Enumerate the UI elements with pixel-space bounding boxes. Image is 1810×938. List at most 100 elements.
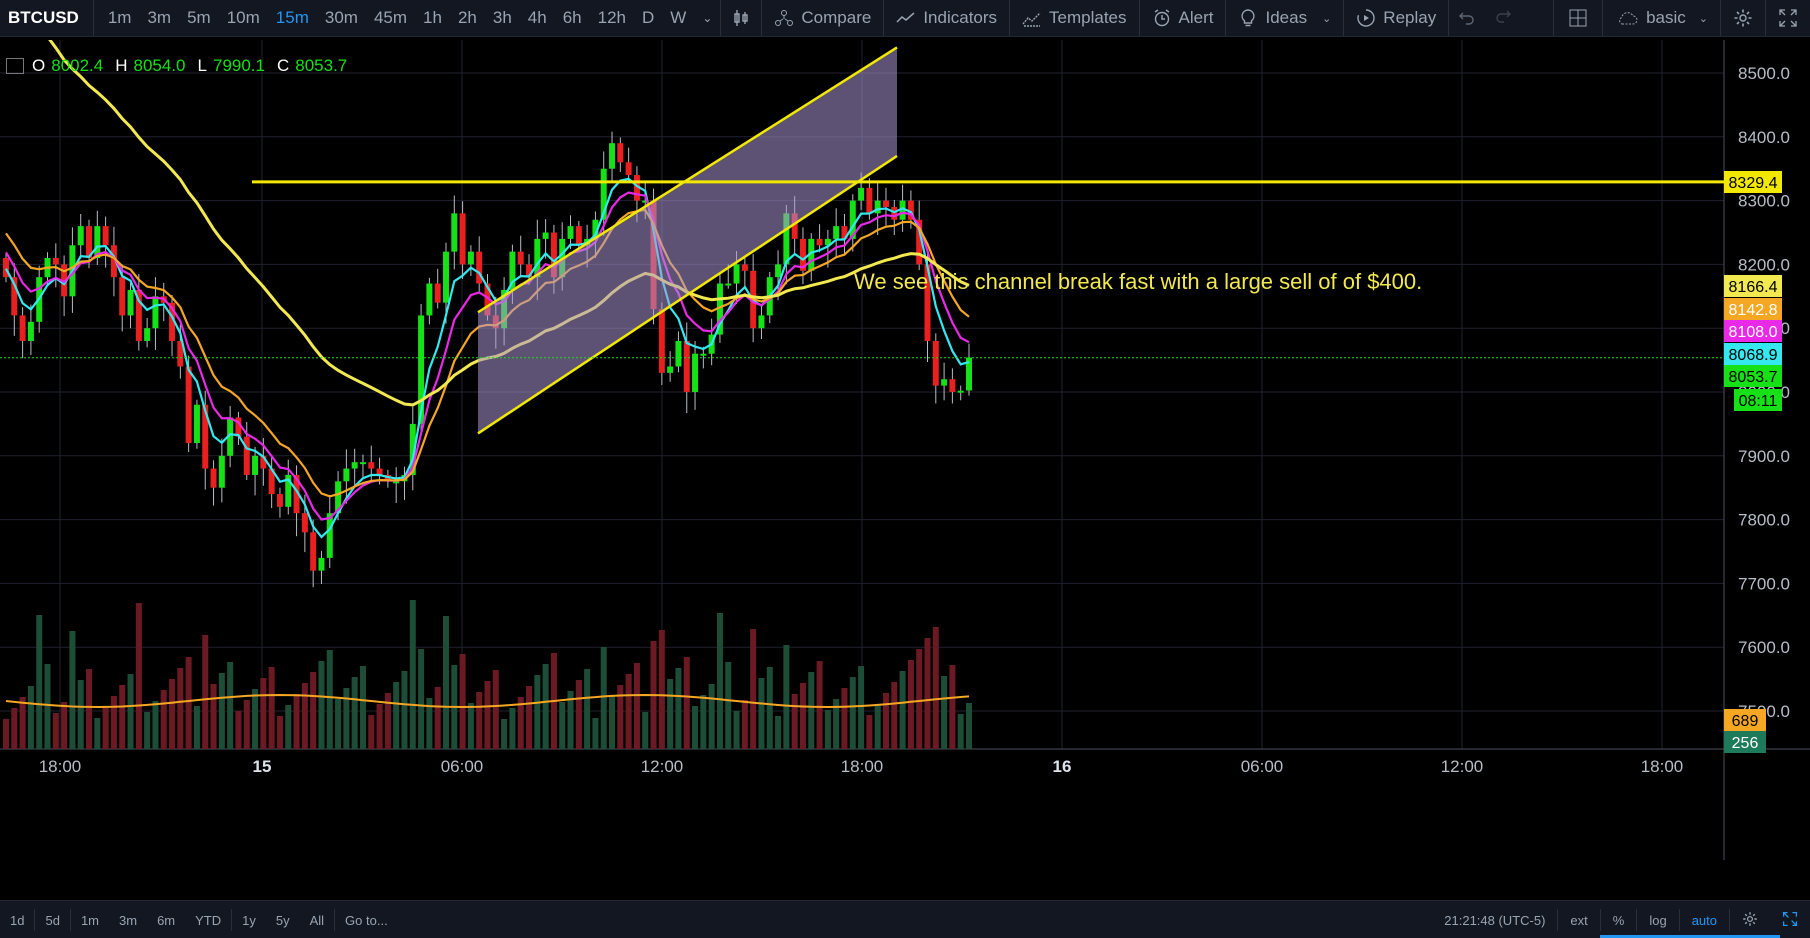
volume-bar: [210, 684, 217, 749]
goto-button[interactable]: Go to...: [345, 912, 388, 928]
range-ytd[interactable]: YTD: [195, 912, 222, 928]
chart-style-button[interactable]: [720, 0, 761, 36]
range-all[interactable]: All: [309, 912, 325, 928]
candle-body: [592, 219, 599, 239]
volume-bar: [559, 702, 566, 749]
alert-button[interactable]: Alert: [1138, 0, 1226, 36]
templates-button[interactable]: Templates: [1009, 0, 1138, 36]
candle-body: [899, 200, 906, 220]
range-1y[interactable]: 1y: [242, 912, 256, 928]
interval-1h[interactable]: 1h: [423, 8, 442, 27]
log-toggle[interactable]: log: [1649, 912, 1667, 928]
price-chart[interactable]: 18:00 15 06:00 12:00 18:00 16 06:00 12:00 18:00 8…: [0, 40, 1810, 900]
volume-bar: [758, 678, 765, 749]
redo-button[interactable]: [1485, 6, 1521, 31]
volume-bar: [152, 701, 159, 749]
candle-body: [227, 417, 234, 456]
volume-bar: [160, 690, 167, 749]
candle-body: [816, 238, 823, 246]
candle-body: [966, 357, 972, 391]
volume-bar: [343, 688, 350, 749]
candle-body: [343, 468, 350, 482]
candle-body: [119, 277, 126, 316]
time-axis-label: 18:00: [841, 757, 884, 776]
auto-toggle[interactable]: auto: [1691, 912, 1717, 928]
interval-6h[interactable]: 6h: [562, 8, 582, 27]
volume-bar: [692, 706, 699, 749]
interval-45m[interactable]: 45m: [373, 8, 408, 27]
volume-label: 256: [1732, 735, 1759, 752]
price-label-bg: [1724, 320, 1782, 342]
fullscreen-button[interactable]: [1765, 0, 1810, 36]
interval-w[interactable]: W: [670, 8, 687, 27]
interval-d[interactable]: D: [642, 8, 655, 27]
gear-icon: [1734, 9, 1752, 27]
maximize-button[interactable]: [1770, 911, 1810, 930]
volume-bar: [683, 657, 690, 749]
candle-body: [575, 226, 582, 246]
symbol-search[interactable]: BTCUSD: [0, 0, 94, 36]
candle-body: [808, 238, 815, 271]
volume-bar: [808, 672, 815, 749]
volume-bar: [61, 702, 68, 749]
layout-save-button[interactable]: basic ⌄: [1602, 0, 1720, 36]
range-6m[interactable]: 6m: [157, 912, 176, 928]
volume-bar: [310, 672, 317, 749]
undo-button[interactable]: [1448, 0, 1485, 36]
interval-3m[interactable]: 3m: [147, 8, 172, 27]
ohlc-legend: O 8002.4 H 8054.0 L 7990.1 C 8053.7: [6, 56, 353, 76]
candle-body: [418, 315, 425, 424]
high-label: H: [115, 56, 128, 75]
volume-bar: [260, 678, 267, 749]
volume-bar: [252, 689, 259, 749]
axis-settings-button[interactable]: [1730, 911, 1770, 930]
collapse-icon[interactable]: [6, 58, 24, 74]
interval-10m[interactable]: 10m: [226, 8, 260, 27]
ext-toggle[interactable]: ext: [1570, 912, 1588, 928]
layout-grid-button[interactable]: [1553, 0, 1602, 36]
volume-bar: [700, 695, 707, 749]
volume-bar: [600, 647, 607, 749]
indicators-button[interactable]: Indicators: [883, 0, 1009, 36]
interval-15m[interactable]: 15m: [275, 8, 309, 27]
candle-body: [77, 226, 84, 246]
volume-bar: [542, 664, 549, 749]
interval-5m[interactable]: 5m: [187, 8, 211, 27]
volume-bar: [467, 703, 474, 749]
candle-body: [451, 213, 458, 252]
replay-button[interactable]: Replay: [1343, 0, 1448, 36]
indicators-icon: [896, 12, 915, 23]
close-label: C: [276, 56, 290, 75]
price-label-bg: [1724, 343, 1782, 365]
candle-body: [318, 557, 325, 571]
price-label: 08:11: [1739, 393, 1778, 410]
range-3m[interactable]: 3m: [119, 912, 138, 928]
interval-2h[interactable]: 2h: [457, 8, 477, 27]
volume-bar: [19, 697, 26, 749]
candle-body: [866, 187, 873, 214]
low-value: 7990.1: [212, 56, 265, 75]
range-1m[interactable]: 1m: [80, 912, 99, 928]
cloud-icon: [1619, 12, 1638, 25]
volume-bar: [658, 630, 665, 749]
candle-body: [94, 226, 101, 259]
interval-12h[interactable]: 12h: [597, 8, 627, 27]
ideas-button[interactable]: Ideas ⌄: [1225, 0, 1343, 36]
interval-4h[interactable]: 4h: [527, 8, 547, 27]
volume-bar: [193, 706, 200, 749]
interval-1m[interactable]: 1m: [107, 8, 132, 27]
candle-body: [442, 251, 449, 303]
chevron-down-icon[interactable]: ⌄: [702, 11, 713, 25]
candle-body: [210, 468, 217, 488]
volume-bar: [393, 682, 400, 749]
candle-body: [550, 232, 557, 278]
settings-button[interactable]: [1720, 0, 1765, 36]
range-5d[interactable]: 5d: [45, 912, 60, 928]
range-1d[interactable]: 1d: [10, 912, 25, 928]
interval-30m[interactable]: 30m: [324, 8, 358, 27]
percent-toggle[interactable]: %: [1612, 912, 1625, 928]
interval-3h[interactable]: 3h: [492, 8, 512, 27]
range-5y[interactable]: 5y: [275, 912, 290, 928]
compare-button[interactable]: Compare: [761, 0, 883, 36]
scroll-indicator: [1600, 935, 1780, 938]
